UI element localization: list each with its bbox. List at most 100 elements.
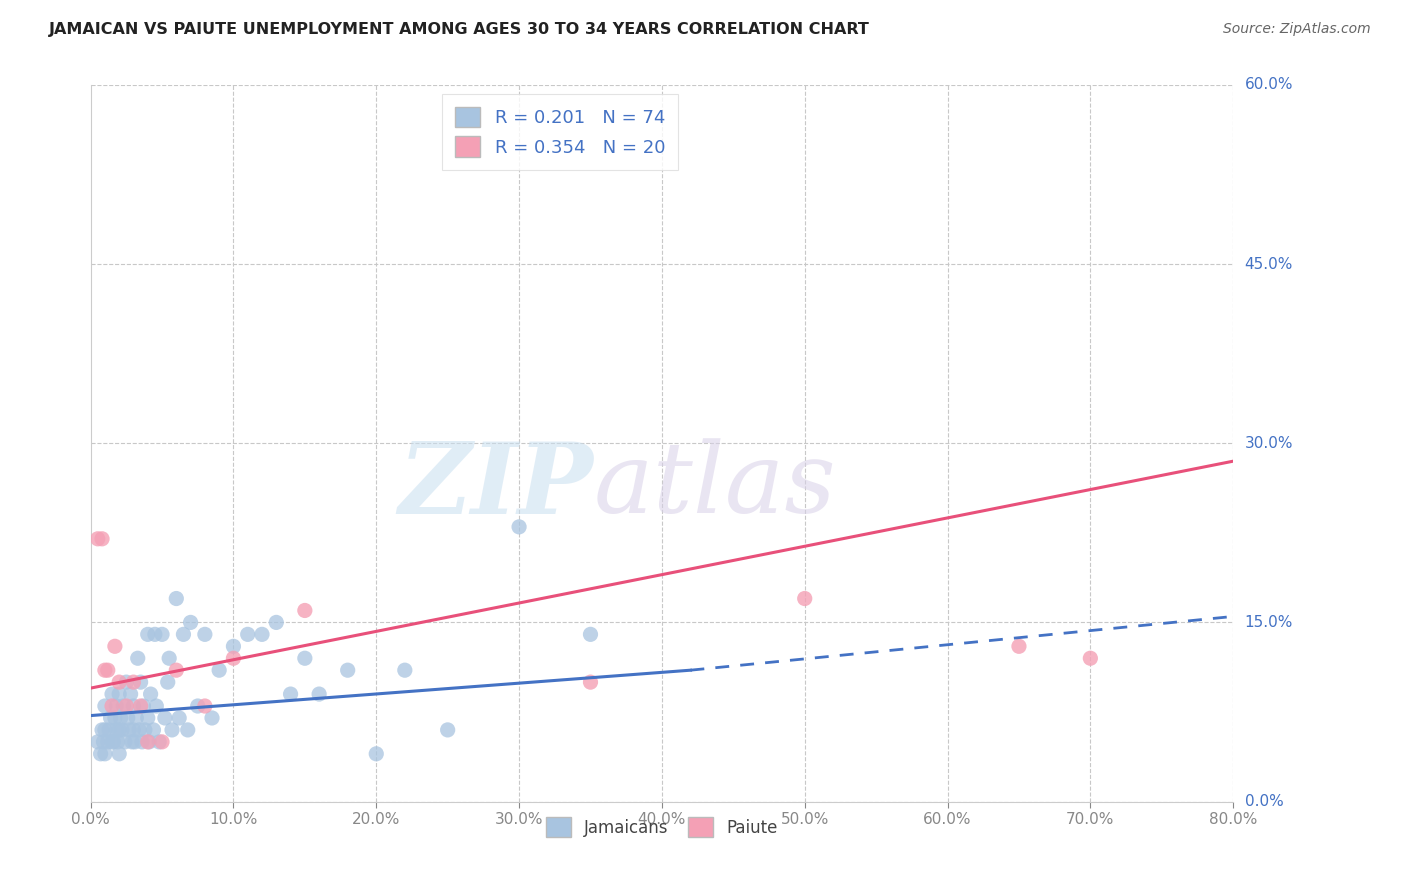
Point — [108, 687, 131, 701]
Point — [115, 675, 138, 690]
Point — [222, 651, 245, 665]
Point — [90, 747, 112, 761]
Point — [104, 640, 127, 654]
Point — [145, 699, 167, 714]
Point — [266, 615, 288, 630]
Point — [280, 687, 302, 701]
Point — [187, 699, 209, 714]
Point — [94, 663, 117, 677]
Point — [250, 627, 273, 641]
Point — [100, 711, 122, 725]
Text: atlas: atlas — [593, 439, 837, 534]
Point — [150, 627, 173, 641]
Point — [160, 723, 183, 737]
Point — [222, 640, 245, 654]
Text: 45.0%: 45.0% — [1244, 257, 1294, 271]
Point — [114, 735, 136, 749]
Point — [118, 723, 141, 737]
Point — [134, 723, 156, 737]
Point — [108, 747, 131, 761]
Point — [579, 675, 602, 690]
Point — [98, 723, 121, 737]
Point — [127, 651, 149, 665]
Point — [131, 735, 153, 749]
Point — [112, 699, 135, 714]
Point — [107, 735, 129, 749]
Point — [208, 663, 231, 677]
Point — [177, 723, 200, 737]
Point — [148, 735, 170, 749]
Point — [143, 627, 166, 641]
Point — [105, 723, 128, 737]
Point — [124, 735, 146, 749]
Point — [103, 735, 125, 749]
Point — [165, 591, 187, 606]
Point — [165, 663, 187, 677]
Point — [94, 747, 117, 761]
Point — [366, 747, 388, 761]
Point — [436, 723, 458, 737]
Point — [180, 615, 202, 630]
Text: Source: ZipAtlas.com: Source: ZipAtlas.com — [1223, 22, 1371, 37]
Point — [139, 687, 162, 701]
Point — [136, 627, 159, 641]
Text: 60.0%: 60.0% — [1244, 78, 1294, 93]
Point — [117, 711, 139, 725]
Point — [101, 699, 124, 714]
Text: ZIP: ZIP — [398, 438, 593, 534]
Point — [1008, 640, 1031, 654]
Point — [120, 687, 142, 701]
Point — [108, 723, 131, 737]
Point — [101, 687, 124, 701]
Point — [194, 627, 217, 641]
Point — [104, 711, 127, 725]
Point — [108, 675, 131, 690]
Point — [91, 723, 114, 737]
Point — [87, 735, 110, 749]
Point — [128, 723, 150, 737]
Point — [122, 699, 145, 714]
Point — [336, 663, 359, 677]
Point — [150, 735, 173, 749]
Point — [91, 532, 114, 546]
Point — [394, 663, 416, 677]
Point — [122, 675, 145, 690]
Point — [97, 735, 120, 749]
Point — [110, 711, 132, 725]
Point — [1080, 651, 1102, 665]
Point — [294, 651, 316, 665]
Point — [156, 675, 179, 690]
Legend: Jamaicans, Paiute: Jamaicans, Paiute — [538, 811, 785, 844]
Point — [136, 711, 159, 725]
Point — [132, 699, 155, 714]
Point — [94, 723, 117, 737]
Point — [201, 711, 224, 725]
Point — [157, 651, 180, 665]
Point — [236, 627, 259, 641]
Point — [121, 735, 143, 749]
Point — [167, 711, 190, 725]
Point — [129, 699, 152, 714]
Point — [138, 735, 160, 749]
Point — [111, 723, 134, 737]
Point — [115, 699, 138, 714]
Point — [793, 591, 815, 606]
Point — [97, 663, 120, 677]
Point — [579, 627, 602, 641]
Point — [93, 735, 115, 749]
Point — [153, 711, 176, 725]
Point — [94, 699, 117, 714]
Text: 0.0%: 0.0% — [1244, 794, 1284, 809]
Point — [105, 699, 128, 714]
Point — [101, 735, 124, 749]
Text: JAMAICAN VS PAIUTE UNEMPLOYMENT AMONG AGES 30 TO 34 YEARS CORRELATION CHART: JAMAICAN VS PAIUTE UNEMPLOYMENT AMONG AG… — [49, 22, 870, 37]
Point — [136, 735, 159, 749]
Point — [308, 687, 330, 701]
Point — [129, 675, 152, 690]
Text: 15.0%: 15.0% — [1244, 615, 1294, 630]
Point — [87, 532, 110, 546]
Point — [142, 723, 165, 737]
Point — [194, 699, 217, 714]
Point — [294, 603, 316, 617]
Point — [172, 627, 194, 641]
